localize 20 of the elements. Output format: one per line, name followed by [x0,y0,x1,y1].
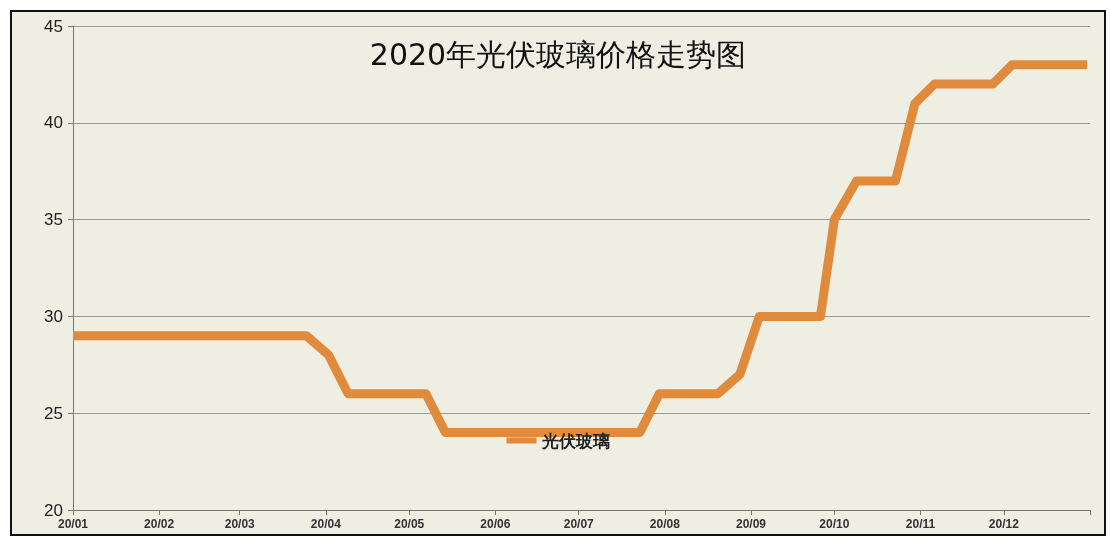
x-tick-label: 20/02 [144,517,175,531]
x-tick-label: 20/11 [905,517,936,531]
y-tick-label: 20 [44,500,63,520]
y-tick-label: 45 [44,16,63,36]
x-tick-label: 20/07 [563,517,595,531]
y-tick-label: 30 [44,306,63,326]
x-tick-label: 20/04 [310,517,342,531]
x-tick-label: 20/08 [649,517,681,531]
y-tick-label: 25 [44,403,63,423]
x-tick-label: 20/10 [819,517,850,531]
x-tick-label: 20/03 [224,517,256,531]
x-tick-label: 20/01 [57,517,89,531]
x-tick-label: 20/12 [988,517,1020,531]
chart-title: 2020年光伏玻璃价格走势图 [369,36,747,72]
x-tick-label: 20/09 [735,517,767,531]
legend-label: 光伏玻璃 [540,430,610,451]
x-tick-label: 20/06 [480,517,511,531]
y-tick-label: 35 [44,210,63,230]
y-tick-label: 40 [44,113,63,133]
x-tick-label: 20/05 [394,517,425,531]
